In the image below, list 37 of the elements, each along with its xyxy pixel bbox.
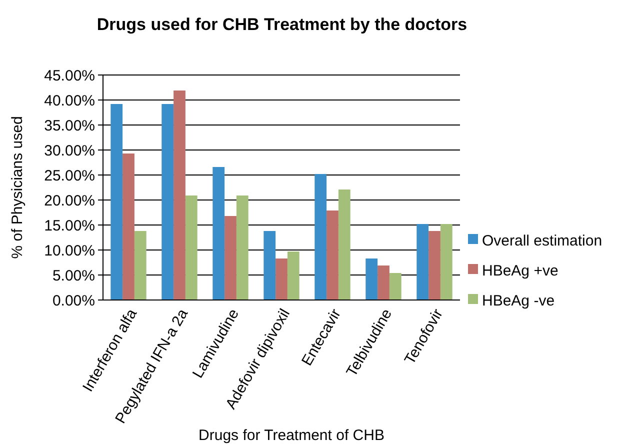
bar	[276, 258, 288, 300]
bar	[110, 104, 123, 300]
chart-title: Drugs used for CHB Treatment by the doctors	[96, 15, 468, 34]
legend-label: Overall estimation	[482, 232, 602, 250]
bar	[338, 190, 350, 300]
bar	[134, 231, 146, 300]
y-tick-label: 0.00%	[52, 292, 95, 310]
bar	[224, 216, 236, 300]
y-tick-label: 5.00%	[52, 267, 95, 284]
bar	[428, 231, 440, 300]
legend-label: HBeAg +ve	[482, 262, 558, 280]
bar	[366, 258, 378, 300]
bar	[122, 154, 134, 300]
y-tick-label: 30.00%	[44, 142, 95, 160]
y-tick-label: 25.00%	[44, 167, 95, 184]
bar	[389, 273, 402, 300]
y-tick-label: 15.00%	[44, 217, 95, 234]
bar	[162, 104, 174, 300]
bar	[212, 167, 225, 300]
bar	[314, 174, 327, 300]
y-tick-label: 45.00%	[44, 67, 95, 84]
y-axis-title: % of Physicians used	[9, 116, 26, 259]
bar	[287, 252, 300, 300]
bar	[440, 224, 452, 300]
y-tick-label: 40.00%	[44, 92, 95, 110]
bar	[185, 196, 198, 300]
bar	[416, 224, 429, 300]
y-tick-label: 10.00%	[44, 242, 95, 260]
legend-label: HBeAg -ve	[482, 292, 555, 310]
bar	[174, 90, 186, 300]
bar	[326, 210, 338, 300]
y-tick-label: 20.00%	[44, 192, 95, 210]
bar	[264, 231, 276, 300]
bar	[236, 196, 248, 300]
bar	[378, 266, 390, 300]
x-axis-title: Drugs for Treatment of CHB	[198, 427, 384, 444]
y-tick-label: 35.00%	[44, 117, 95, 134]
